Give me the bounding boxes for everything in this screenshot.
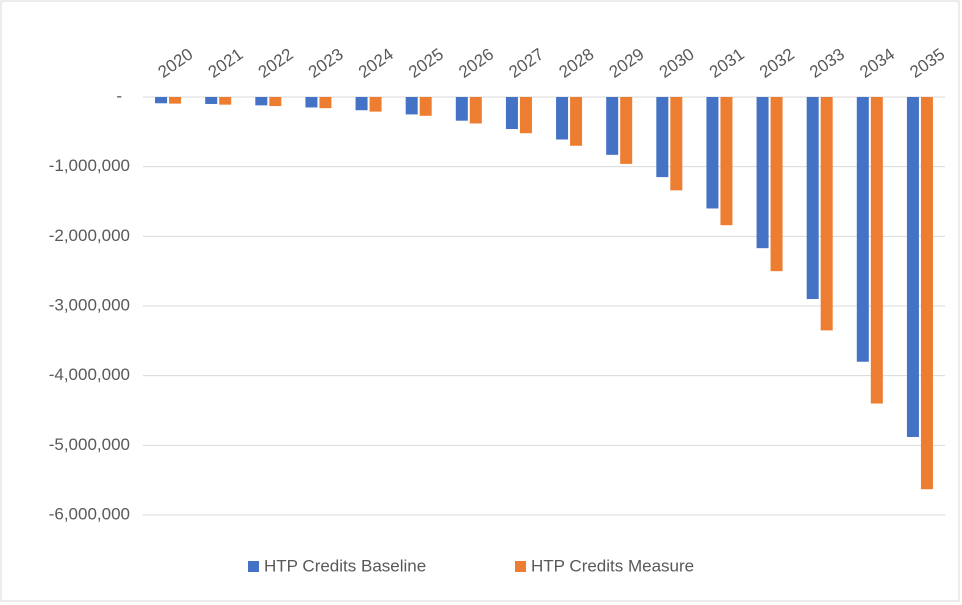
legend-label: HTP Credits Baseline xyxy=(264,556,426,575)
bar xyxy=(205,97,218,104)
bar xyxy=(656,97,669,178)
bar xyxy=(670,97,683,191)
bar xyxy=(219,97,232,105)
y-tick-label: - xyxy=(116,86,122,105)
bar xyxy=(806,97,819,300)
bar xyxy=(906,97,919,437)
legend-label: HTP Credits Measure xyxy=(531,556,694,575)
bar xyxy=(756,97,769,249)
bar xyxy=(720,97,733,226)
legend-swatch xyxy=(248,561,259,572)
bar xyxy=(255,97,268,106)
bar xyxy=(469,97,482,124)
bar xyxy=(556,97,569,140)
y-tick-label: -2,000,000 xyxy=(49,226,130,245)
bar xyxy=(505,97,518,130)
bar xyxy=(155,97,168,104)
bar xyxy=(455,97,468,121)
bar xyxy=(620,97,633,164)
y-tick-label: -3,000,000 xyxy=(49,295,130,314)
legend-swatch xyxy=(515,561,526,572)
bar xyxy=(355,97,368,111)
bar xyxy=(405,97,418,115)
bar xyxy=(269,97,282,107)
bar xyxy=(305,97,318,108)
bar xyxy=(570,97,583,146)
bar xyxy=(856,97,869,362)
bar xyxy=(920,97,933,490)
y-tick-label: -6,000,000 xyxy=(49,504,130,523)
bar xyxy=(870,97,883,404)
y-tick-label: -5,000,000 xyxy=(49,435,130,454)
bar xyxy=(820,97,833,331)
bar xyxy=(169,97,182,104)
bar xyxy=(519,97,532,134)
bar xyxy=(606,97,619,155)
y-tick-label: -1,000,000 xyxy=(49,156,130,175)
bar xyxy=(706,97,719,209)
bar xyxy=(319,97,332,109)
y-tick-label: -4,000,000 xyxy=(49,365,130,384)
bar xyxy=(369,97,382,112)
bar xyxy=(770,97,783,272)
bar xyxy=(419,97,432,116)
